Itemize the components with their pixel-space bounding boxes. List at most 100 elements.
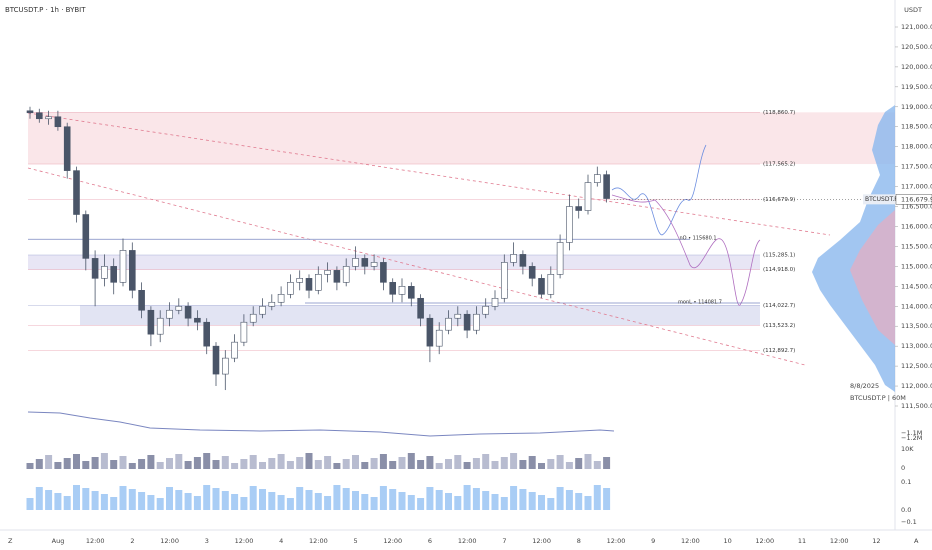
x-tick-label: 5 [354, 537, 358, 545]
candle-body [110, 266, 117, 283]
x-tick-label: 12:00 [160, 537, 179, 545]
currency: USDT [904, 6, 922, 14]
y-tick-label: 113,500.0 [901, 322, 932, 330]
volume-bar [286, 461, 294, 469]
candle-body [156, 317, 164, 335]
volume-bar [575, 458, 583, 469]
x-tick-label: 12:00 [86, 537, 105, 545]
osc-bar [370, 497, 378, 510]
volume-bar [426, 456, 434, 469]
volume-bar [119, 456, 127, 469]
osc-bar [138, 492, 146, 510]
candle-body [129, 250, 136, 291]
x-tick-label: 12:00 [532, 537, 551, 545]
osc-bar [73, 485, 80, 510]
last-price-symbol: BTCUSDT.P [865, 196, 898, 203]
icon: Z [8, 537, 13, 545]
osc-bar [333, 485, 341, 510]
candle-body [35, 112, 43, 120]
osc-bar [528, 492, 536, 510]
volume-bar [128, 463, 136, 469]
osc-bar [565, 490, 573, 510]
osc-bar [259, 489, 266, 510]
osc-bar [286, 498, 294, 510]
osc-bar [547, 498, 555, 510]
candle-body [584, 182, 592, 211]
osc-bar [26, 498, 34, 510]
volume-bar [593, 461, 601, 469]
oscillator-pane [26, 485, 611, 510]
x-tick-label: 12:00 [458, 537, 477, 545]
level-label: (112,892.7) [763, 348, 795, 354]
volume-bar [510, 453, 518, 469]
x-tick-label: 12 [872, 537, 880, 545]
candle-body [91, 258, 99, 279]
candle-body [268, 301, 276, 307]
volume-bar [296, 457, 304, 469]
y-tick-label: 121,000.0 [901, 23, 932, 31]
candle-body [389, 282, 397, 295]
level-label: (114,022.7) [763, 303, 795, 309]
candle-body [575, 206, 583, 211]
y-tick-label: 119,000.0 [901, 103, 932, 111]
pane-label: 0.1 [901, 478, 911, 486]
candle-body [603, 174, 610, 199]
osc-bar [240, 497, 248, 510]
candle-body [500, 262, 508, 299]
candle-body [370, 262, 378, 267]
volume-bar [398, 457, 406, 469]
candle-body [296, 278, 304, 283]
osc-bar [500, 497, 508, 510]
osc-bar [510, 486, 518, 510]
osc-bar [463, 485, 471, 510]
osc-bar [584, 496, 592, 510]
candle-body [398, 286, 406, 295]
level-label: (117,565.2) [763, 162, 795, 168]
osc-bar [175, 490, 183, 510]
volume-bar [240, 459, 248, 469]
y-tick-label: 116,500.0 [901, 203, 932, 211]
volume-bar [379, 454, 387, 469]
osc-bar [82, 488, 90, 510]
last-price-label: 116,679.9 [901, 195, 932, 203]
osc-bar [193, 496, 201, 510]
x-tick-label: 2 [130, 537, 134, 545]
y-tick-label: 114,000.0 [901, 302, 932, 310]
x-tick-label: 12:00 [830, 537, 849, 545]
volume-bar [175, 454, 183, 469]
osc-bar [352, 491, 359, 510]
y-tick-label: 120,500.0 [901, 43, 932, 51]
x-tick-label: 11 [798, 537, 806, 545]
y-tick-label: 120,000.0 [901, 63, 932, 71]
y-tick-label: 116,000.0 [901, 222, 932, 230]
osc-bar [212, 488, 220, 510]
x-tick-label: 8 [577, 537, 581, 545]
osc-bar [305, 490, 313, 510]
y-tick-label: 119,500.0 [901, 83, 932, 91]
volume-bar [519, 460, 527, 469]
candle-body [380, 262, 387, 283]
volume-profile [850, 210, 895, 345]
candle-body [212, 345, 220, 375]
candle-body [119, 250, 127, 283]
volume-bar [556, 455, 564, 469]
candle-body [417, 297, 424, 319]
key-line-label: monL • 114081.7 [678, 300, 722, 306]
pane-label: −1.2M [901, 434, 922, 442]
volume-bar [193, 457, 201, 469]
volume-bar [352, 455, 359, 469]
osc-bar [389, 489, 397, 510]
level-label: (116,679.9) [763, 197, 795, 203]
candle-body [435, 329, 443, 347]
volume-bar [221, 456, 229, 469]
chart-title: BTCUSDT.P · 1h · BYBIT [5, 6, 86, 14]
volume-bar [203, 453, 211, 469]
candle-body [593, 174, 601, 183]
volume-bar [35, 459, 43, 469]
osc-bar [166, 487, 173, 510]
y-tick-label: 117,000.0 [901, 183, 932, 191]
osc-bar [593, 485, 601, 510]
osc-bar [314, 493, 322, 510]
indicator-line [27, 411, 615, 437]
volume-bar [565, 462, 573, 469]
